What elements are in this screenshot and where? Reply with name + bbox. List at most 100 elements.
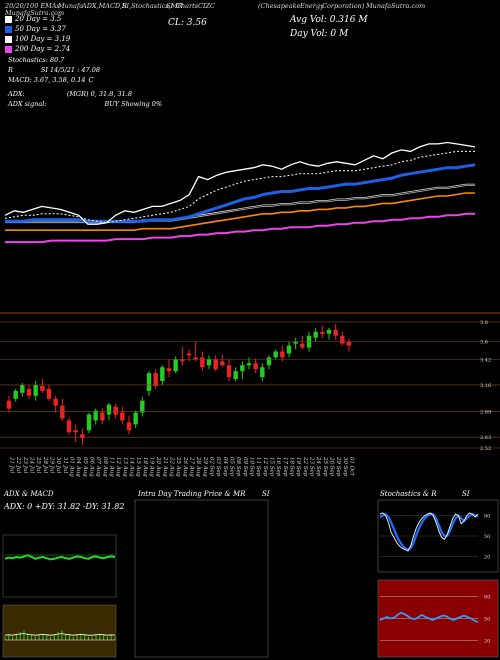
legend-item: 50 Day = 3.37 — [5, 24, 70, 34]
adx-line — [4, 554, 116, 561]
price-tick: 3.42 — [480, 357, 491, 363]
candle-body — [273, 351, 278, 358]
date-label: 24 Sep — [315, 456, 321, 477]
date-label: 08 Sep — [235, 457, 241, 477]
date-label: 25 Aug — [175, 456, 181, 477]
candle-body — [46, 388, 52, 399]
date-label: 24 Jul — [29, 456, 35, 473]
date-label: 29 Jul — [49, 456, 55, 473]
candle-body — [93, 410, 98, 421]
date-label: 29 Aug — [202, 456, 208, 477]
price-tick: 3.16 — [480, 383, 491, 389]
candle-body — [140, 400, 145, 413]
date-label: 26 Sep — [329, 456, 335, 477]
legend-item: 100 Day = 3.19 — [5, 34, 70, 44]
legend-50-day: 50 Day = 3.37 — [15, 25, 66, 33]
header-text-5: SI,Stochastics,MR — [122, 2, 183, 10]
date-label: 11 Aug — [109, 457, 115, 477]
macd-line — [4, 633, 116, 636]
candle-body — [280, 351, 285, 358]
candle-body — [193, 357, 198, 360]
ema-legend: 20 Day = 3.5 50 Day = 3.37 100 Day = 3.1… — [5, 14, 70, 54]
date-label: 30 Sep — [342, 457, 348, 477]
candle-body — [86, 414, 92, 431]
date-label: 29 Sep — [335, 456, 341, 477]
candle-body — [80, 434, 85, 439]
adx-values: (MGR) 0, 31.8, 31.8 — [66, 90, 132, 98]
adx-row: ADX: (MGR) 0, 31.8, 31.8 — [8, 89, 162, 99]
candle-body — [113, 406, 118, 415]
date-label: 21 Jul — [9, 456, 15, 473]
signal-text: BUY Showing 0% — [104, 100, 163, 108]
swatch — [5, 45, 12, 53]
candle-body — [40, 385, 45, 391]
candle-body — [13, 390, 18, 399]
date-label: 22 Aug — [169, 456, 175, 477]
date-label: 20 Aug — [155, 456, 161, 477]
date-label: 15 Aug — [135, 457, 141, 477]
ema100-line-2 — [5, 183, 475, 222]
date-label: 08 Aug — [102, 457, 108, 477]
rsi-tick: 20 — [484, 638, 490, 644]
stoch-k-line — [379, 512, 479, 552]
candle-body — [286, 345, 292, 354]
orange-line — [5, 192, 475, 231]
date-label: 23 Jul — [22, 456, 28, 473]
candle-body — [340, 335, 345, 344]
date-label: 12 Sep — [262, 457, 268, 477]
date-label: 01 Aug — [69, 457, 75, 477]
candle-body — [6, 400, 12, 409]
candle-body — [293, 341, 298, 344]
stoch-d-line — [379, 512, 478, 551]
price-tick: 2.52 — [480, 446, 491, 452]
avg-volume: Avg Vol: 0.316 M — [290, 15, 368, 25]
date-label: 21 Aug — [162, 456, 168, 477]
candle-body — [313, 331, 318, 338]
intra-panel-title: Intra Day Trading Price & MR — [138, 490, 246, 498]
header-text-2: MunafaSutra.com — [5, 9, 65, 17]
macd-panel-frame — [2, 604, 117, 658]
swatch — [5, 15, 12, 23]
stoch-panel-si: SI — [462, 490, 470, 498]
adx-panel-title: ADX & MACD — [4, 490, 54, 498]
date-label: 10 Sep — [249, 457, 255, 477]
header-text-11: Corporation) — [322, 2, 365, 10]
date-label: 13 Aug — [122, 457, 128, 477]
adx-signal-row: ADX signal: BUY Showing 0% — [8, 99, 162, 109]
candle-body — [146, 373, 152, 391]
candle-body — [300, 343, 305, 348]
header-text-9: (Chesapeake — [258, 2, 301, 10]
candle-body — [153, 373, 158, 386]
candle-body — [260, 367, 265, 378]
candle-body — [133, 412, 138, 425]
date-label: 02 Sep — [209, 457, 215, 477]
ema100-line — [5, 185, 475, 224]
macd-row: MACD: 3.67, 3.58, 0.14 C — [8, 75, 162, 85]
date-label: 25 Sep — [322, 456, 328, 477]
candle-body — [33, 384, 38, 396]
candle-body — [266, 357, 272, 366]
macd-c: C — [88, 76, 94, 84]
candle-body — [200, 357, 205, 368]
candle-body — [346, 341, 352, 346]
date-label: 22 Sep — [302, 456, 308, 477]
date-label: 19 Sep — [295, 457, 301, 477]
header-text-6: SI — [166, 2, 174, 10]
adx-signal-label: ADX signal: — [8, 100, 47, 108]
candle-body — [233, 371, 238, 380]
si-row: R SI 14/5/21 : 47.08 — [8, 65, 162, 75]
header-text-4: ADX,MACD,R — [82, 2, 127, 10]
rsi-tick: 50 — [484, 617, 490, 623]
date-label: 18 Sep — [289, 457, 295, 477]
adx-label: ADX: — [8, 90, 25, 98]
candle-body — [226, 365, 232, 378]
adx-panel-frame — [2, 534, 117, 598]
candle-body — [253, 363, 258, 370]
date-label: 01 Oct — [349, 457, 355, 476]
candle-body — [326, 329, 332, 334]
legend-200-day: 200 Day = 2.74 — [15, 45, 71, 53]
date-label: 23 Sep — [309, 456, 315, 477]
close-label: CL: 3.56 — [168, 18, 207, 28]
date-label: 04 Aug — [75, 457, 81, 477]
